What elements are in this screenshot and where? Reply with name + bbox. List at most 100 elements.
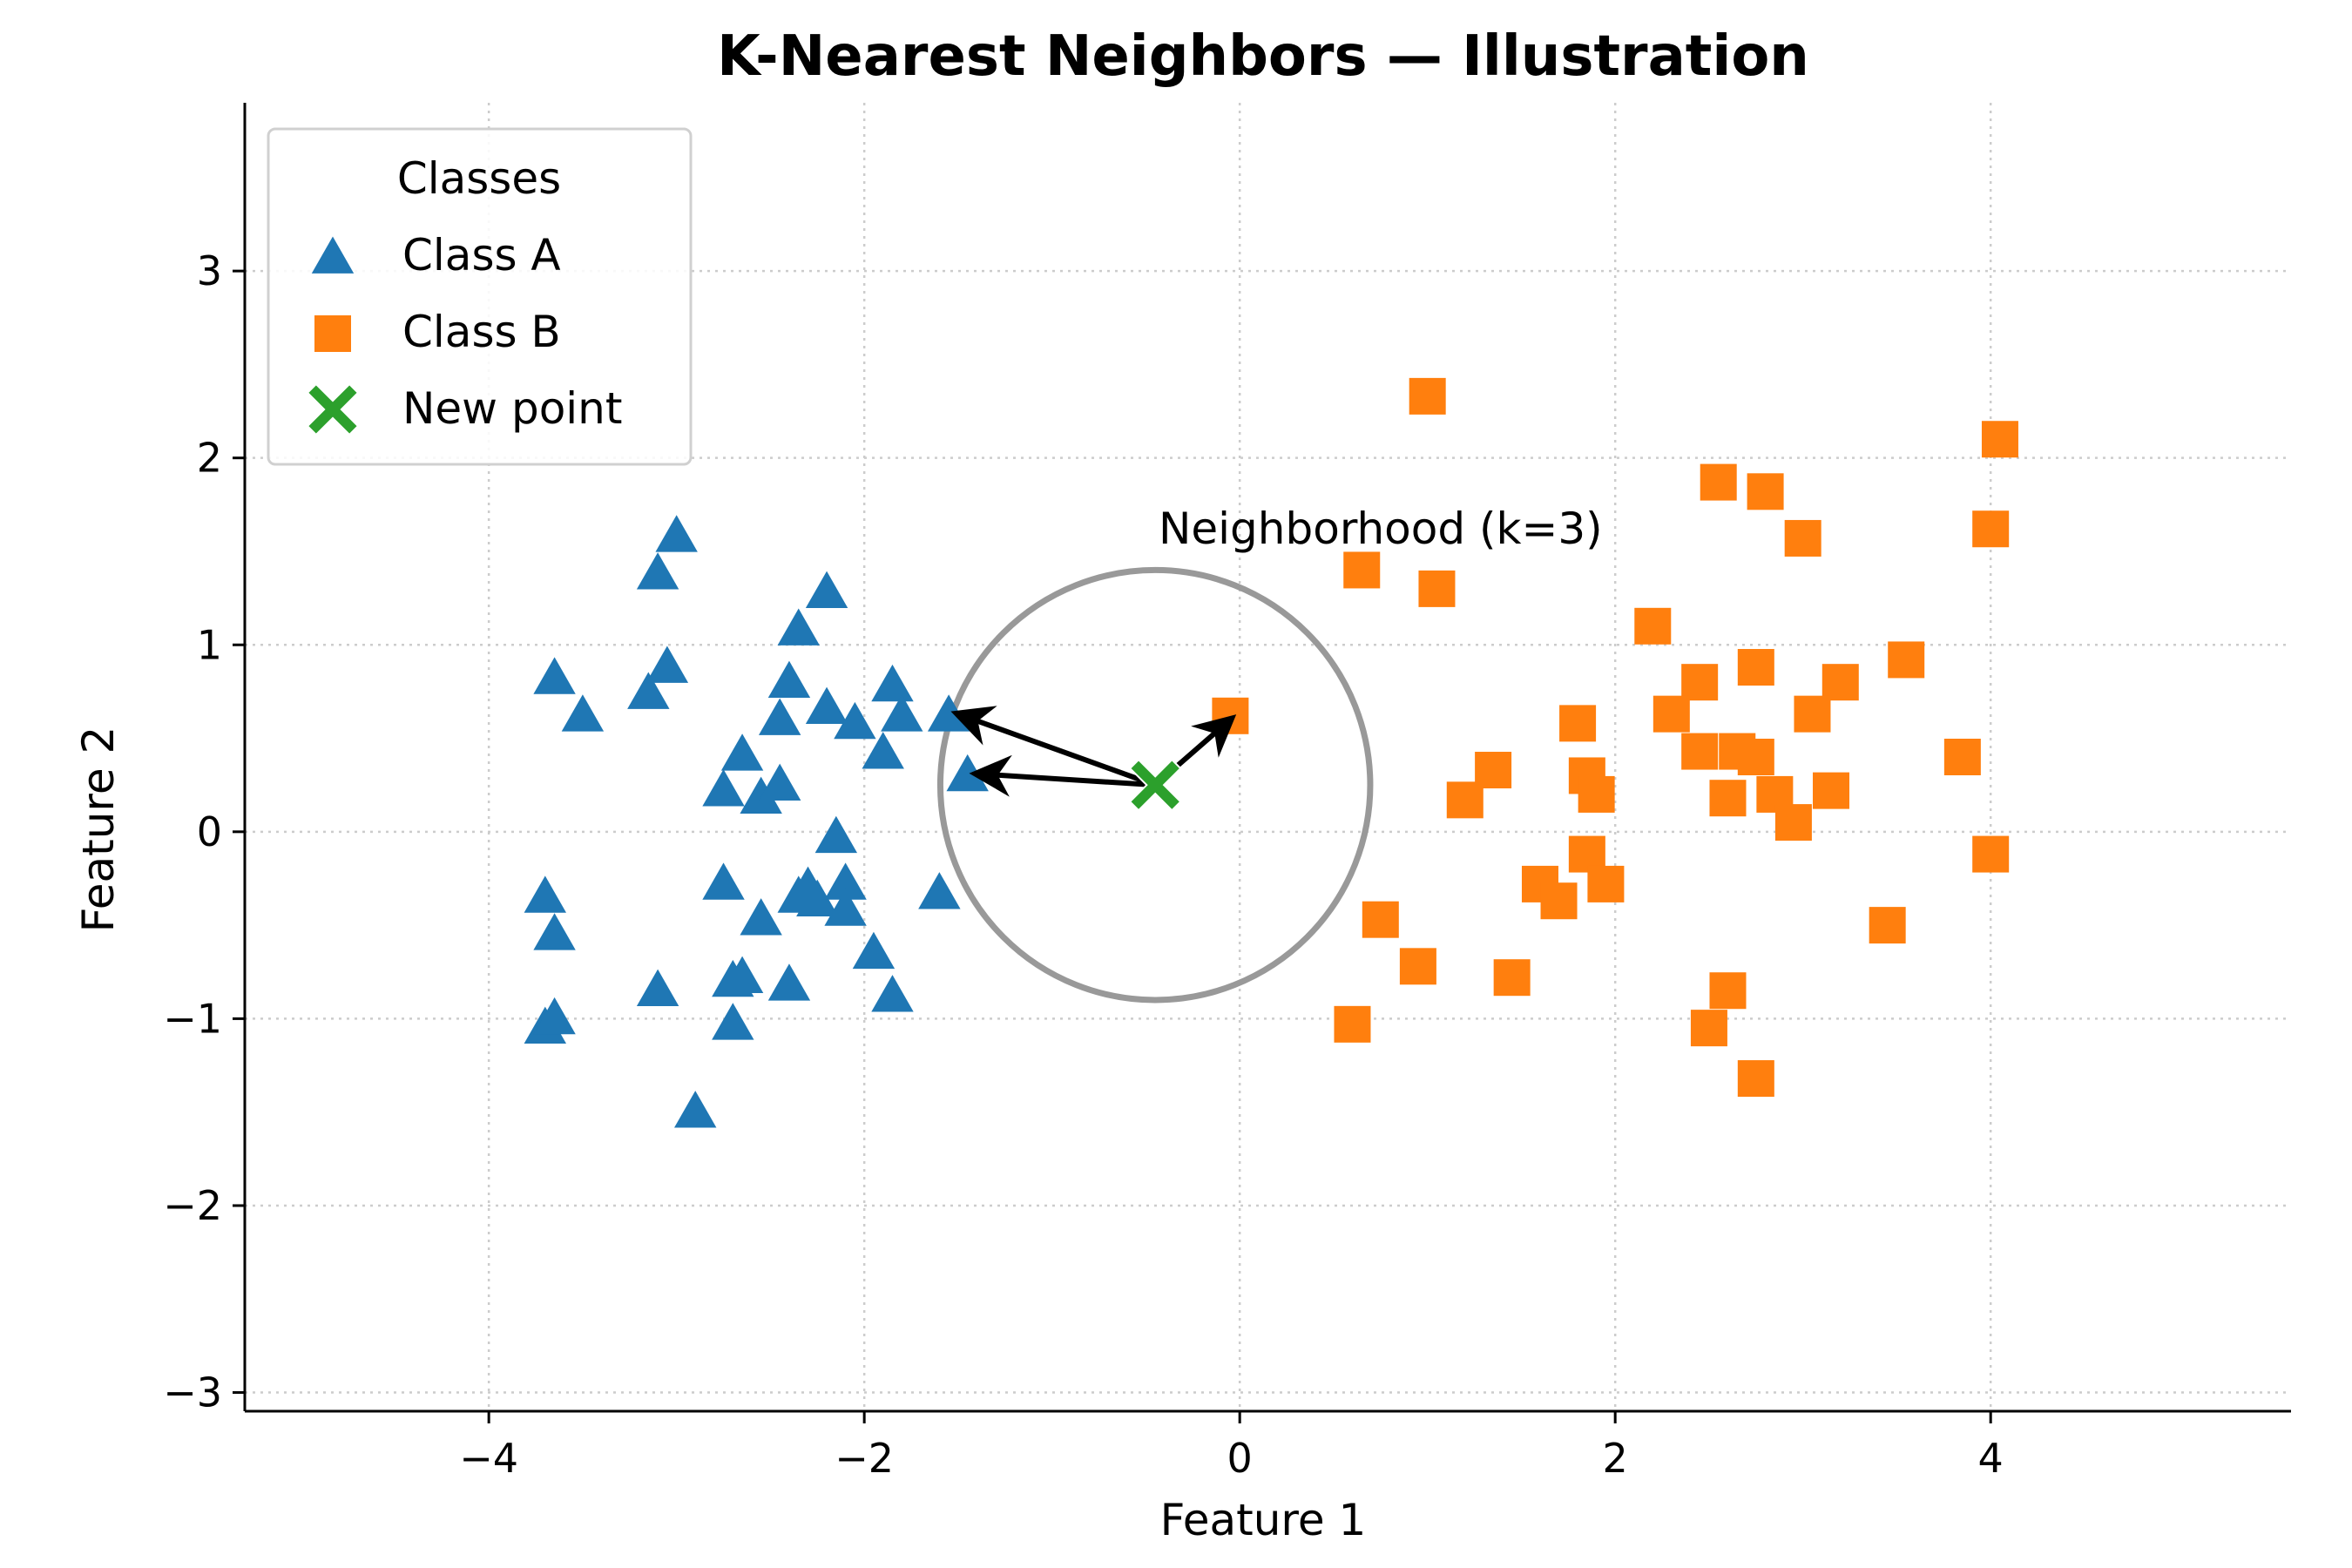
- points-layer: [524, 377, 2018, 1128]
- class-a-point: [758, 763, 801, 801]
- class-a-point: [805, 686, 848, 725]
- legend-label-class-b: Class B: [402, 307, 561, 357]
- class-a-point: [918, 872, 961, 909]
- x-tick-label: −2: [835, 1435, 894, 1482]
- class-b-point: [1399, 948, 1436, 985]
- class-a-point: [871, 664, 914, 702]
- class-a-point: [871, 975, 914, 1012]
- class-b-point: [1587, 865, 1625, 902]
- class-b-point: [1943, 739, 1981, 775]
- class-b-point: [1334, 1005, 1371, 1043]
- class-b-point: [1737, 1060, 1774, 1098]
- class-b-point: [1709, 972, 1747, 1010]
- class-a-point: [533, 657, 576, 694]
- y-tick-label: −2: [163, 1182, 222, 1229]
- chart-title: K-Nearest Neighbors — Illustration: [717, 24, 1809, 89]
- class-b-point: [1981, 421, 2018, 458]
- class-a-point: [533, 997, 576, 1035]
- class-b-point: [1343, 551, 1381, 589]
- legend-frame: [267, 127, 693, 466]
- class-b-point: [1972, 510, 2010, 548]
- class-b-point: [1869, 907, 1906, 944]
- class-b-point: [1737, 739, 1774, 775]
- class-a-point: [740, 898, 782, 936]
- class-b-point: [1409, 377, 1446, 415]
- class-a-point: [561, 694, 605, 732]
- class-a-point: [533, 913, 576, 950]
- class-b-point: [1540, 882, 1578, 920]
- ticks: −4 −2 0 2 4 −3 −2 −1 0 1 2 3: [163, 247, 2004, 1482]
- class-a-point: [702, 862, 745, 900]
- class-b-point: [1634, 607, 1672, 645]
- class-b-point: [1362, 901, 1399, 938]
- class-b-point: [1888, 641, 1925, 679]
- class-b-point: [1652, 695, 1690, 733]
- legend: Classes Class A Class B New point: [267, 127, 693, 466]
- class-b-point: [1559, 705, 1597, 742]
- y-tick-label: 1: [197, 621, 222, 668]
- x-tick-label: 0: [1227, 1435, 1253, 1482]
- class-a-point: [627, 672, 670, 709]
- neighborhood-label: Neighborhood (k=3): [1159, 504, 1603, 554]
- class-a-point: [852, 931, 896, 970]
- class-a-point: [796, 879, 839, 917]
- class-a-point: [814, 815, 858, 854]
- axes: [243, 103, 2291, 1413]
- class-a-point: [862, 732, 904, 769]
- class-a-point: [767, 660, 811, 698]
- legend-label-class-a: Class A: [402, 230, 561, 280]
- class-a-point: [767, 963, 811, 1001]
- class-b-point: [1709, 780, 1747, 817]
- class-b-point: [1972, 835, 2010, 873]
- neighbor-arrows: [950, 706, 1237, 812]
- legend-label-new-point: New point: [402, 383, 622, 434]
- y-tick-label: 3: [197, 247, 222, 294]
- neighborhood-layer: [936, 566, 1374, 1004]
- y-tick-label: −1: [163, 995, 222, 1042]
- class-a-point: [758, 698, 801, 735]
- neighbor-arrow: [950, 706, 1157, 788]
- class-a-point: [927, 694, 970, 732]
- class-b-point: [1681, 733, 1719, 770]
- grid-lines: [245, 103, 2291, 1411]
- class-b-point: [1784, 519, 1821, 557]
- class-b-point: [1446, 781, 1484, 819]
- class-b-point: [1794, 695, 1831, 733]
- class-a-point: [720, 733, 764, 771]
- neighbor-arrow: [969, 754, 1156, 797]
- class-a-point: [881, 694, 923, 732]
- x-tick-label: −4: [459, 1435, 518, 1482]
- class-b-point: [1418, 570, 1456, 607]
- class-a-point: [524, 875, 567, 913]
- y-tick-label: 2: [197, 435, 222, 482]
- class-b-point: [1813, 772, 1850, 809]
- class-a-point: [655, 515, 698, 552]
- x-tick-label: 2: [1603, 1435, 1628, 1482]
- class-b-point: [1578, 775, 1615, 813]
- class-a-point: [824, 889, 867, 926]
- class-a-point: [834, 701, 876, 740]
- class-a-point: [777, 608, 820, 645]
- class-a-point: [702, 769, 745, 807]
- class-a-point: [824, 862, 867, 900]
- new-point-marker: [1128, 758, 1182, 812]
- legend-markers: [306, 236, 360, 436]
- legend-marker-class-a: [311, 236, 355, 274]
- class-b-point: [1700, 463, 1737, 501]
- y-tick-label: 0: [197, 808, 222, 855]
- class-b-point: [1737, 649, 1774, 686]
- class-b-point: [1493, 959, 1531, 997]
- class-a-point: [740, 776, 782, 814]
- y-tick-label: −3: [163, 1369, 222, 1416]
- class-a-point: [674, 1091, 717, 1128]
- class-a-point: [720, 956, 764, 994]
- legend-marker-class-b: [314, 315, 351, 352]
- legend-title: Classes: [397, 153, 561, 204]
- class-b-point: [1747, 473, 1784, 510]
- x-axis-label: Feature 1: [1160, 1495, 1367, 1545]
- legend-marker-new-point: [306, 382, 360, 436]
- class-b-point: [1690, 1010, 1727, 1047]
- x-tick-label: 4: [1978, 1435, 2004, 1482]
- class-a-point: [636, 969, 679, 1007]
